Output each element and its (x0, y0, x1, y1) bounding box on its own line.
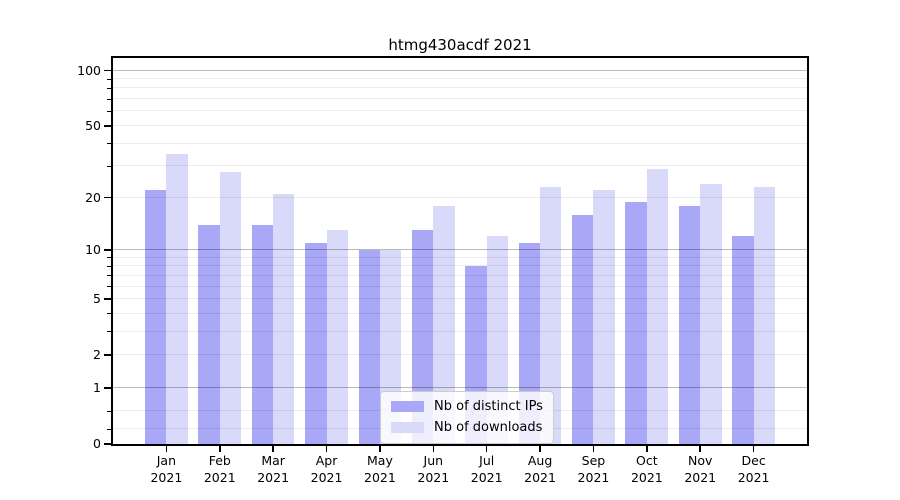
y-tick-label: 1 (93, 379, 101, 395)
bar-distinct-ips (625, 201, 647, 444)
bar-distinct-ips (678, 205, 701, 444)
y-minor-tick-mark (107, 331, 111, 333)
x-tick-year-label: 2021 (684, 470, 717, 485)
x-tick-label: May (367, 453, 393, 468)
y-minor-tick-mark (107, 98, 111, 100)
plot-area: Nb of distinct IPs Nb of downloads (111, 56, 809, 446)
x-tick-label: Jan (156, 453, 177, 468)
x-tick-mark (165, 446, 168, 452)
y-tick-label: 10 (85, 241, 101, 257)
legend-label-downloads: Nb of downloads (434, 420, 543, 435)
x-tick-mark (539, 446, 541, 452)
x-tick-year-label: 2021 (524, 470, 556, 485)
x-tick-year-label: 2021 (150, 470, 183, 485)
bar-distinct-ips (198, 224, 220, 444)
x-tick-year-label: 2021 (737, 470, 770, 485)
legend-label-distinct-ips: Nb of distinct IPs (434, 399, 543, 414)
x-tick-mark (646, 446, 648, 452)
legend-item-downloads: Nb of downloads (391, 420, 543, 435)
x-tick-year-label: 2021 (364, 470, 396, 485)
bar-distinct-ips (251, 224, 274, 444)
bar-downloads (593, 190, 615, 444)
legend-item-distinct-ips: Nb of distinct IPs (391, 399, 543, 414)
x-tick-label: Jun (423, 453, 444, 468)
y-tick-label: 0 (93, 436, 101, 451)
x-tick-label: Sep (581, 453, 606, 468)
y-minor-tick-mark (107, 313, 111, 315)
bar-downloads (219, 171, 242, 444)
x-tick-mark (272, 446, 274, 452)
y-tick-label: 2 (93, 347, 101, 363)
chart-title: htmg430acdf 2021 (388, 36, 532, 54)
x-tick-year-label: 2021 (417, 470, 450, 485)
y-minor-tick-mark (107, 197, 111, 199)
y-tick-label: 50 (85, 117, 101, 133)
x-tick-mark (485, 446, 488, 452)
x-tick-mark (592, 446, 595, 452)
y-tick-mark (104, 443, 111, 445)
y-tick-mark (104, 249, 111, 251)
y-minor-tick-mark (107, 286, 111, 288)
y-tick-label: 100 (77, 62, 101, 78)
bar-downloads (326, 230, 348, 444)
y-tick-mark (104, 69, 111, 72)
x-tick-year-label: 2021 (470, 470, 503, 485)
y-minor-tick-mark (107, 265, 111, 267)
x-tick-label: Nov (688, 453, 713, 468)
bar-downloads (753, 186, 775, 444)
legend-swatch-downloads (391, 422, 424, 433)
x-tick-label: Jul (479, 453, 495, 468)
y-minor-tick-mark (107, 165, 111, 167)
legend-swatch-distinct-ips (391, 401, 424, 412)
x-tick-mark (379, 446, 381, 452)
y-minor-tick-mark (107, 354, 111, 356)
bar-distinct-ips (305, 242, 327, 444)
bar-downloads (273, 193, 295, 444)
y-minor-tick-mark (107, 275, 111, 277)
x-tick-label: Feb (208, 453, 231, 468)
x-tick-label: Apr (315, 453, 338, 468)
y-minor-tick-mark (107, 78, 111, 80)
bar-downloads (540, 186, 562, 444)
y-tick-label: 5 (93, 291, 101, 307)
bar-downloads (433, 205, 455, 444)
x-tick-year-label: 2021 (577, 470, 610, 485)
y-minor-tick-mark (107, 125, 111, 127)
y-minor-tick-mark (107, 298, 111, 300)
x-tick-year-label: 2021 (310, 470, 343, 485)
x-tick-mark (752, 446, 755, 452)
legend: Nb of distinct IPs Nb of downloads (380, 391, 554, 444)
x-tick-label: Aug (527, 453, 553, 468)
y-minor-tick-mark (107, 257, 111, 259)
y-minor-tick-mark (107, 428, 111, 430)
x-tick-mark (325, 446, 328, 452)
x-tick-year-label: 2021 (257, 470, 290, 485)
bar-distinct-ips (358, 249, 380, 444)
y-tick-mark (104, 387, 111, 389)
x-tick-mark (219, 446, 221, 452)
y-tick-label: 20 (85, 189, 101, 205)
x-tick-label: Oct (636, 453, 658, 468)
x-tick-year-label: 2021 (630, 470, 663, 485)
y-minor-tick-mark (107, 110, 111, 112)
bar-downloads (166, 154, 188, 444)
y-minor-tick-mark (107, 87, 111, 89)
x-tick-year-label: 2021 (203, 470, 236, 485)
bar-distinct-ips (145, 190, 167, 444)
bar-downloads (700, 183, 722, 444)
x-tick-label: Dec (741, 453, 766, 468)
bar-downloads (646, 168, 669, 444)
y-minor-tick-mark (107, 410, 111, 412)
bar-distinct-ips (572, 214, 594, 444)
bars-layer (113, 58, 807, 444)
x-tick-label: Mar (261, 453, 285, 468)
bar-distinct-ips (732, 236, 754, 444)
x-tick-mark (432, 446, 435, 452)
y-minor-tick-mark (107, 143, 111, 145)
bar-distinct-ips (411, 230, 434, 444)
x-tick-mark (699, 446, 701, 452)
